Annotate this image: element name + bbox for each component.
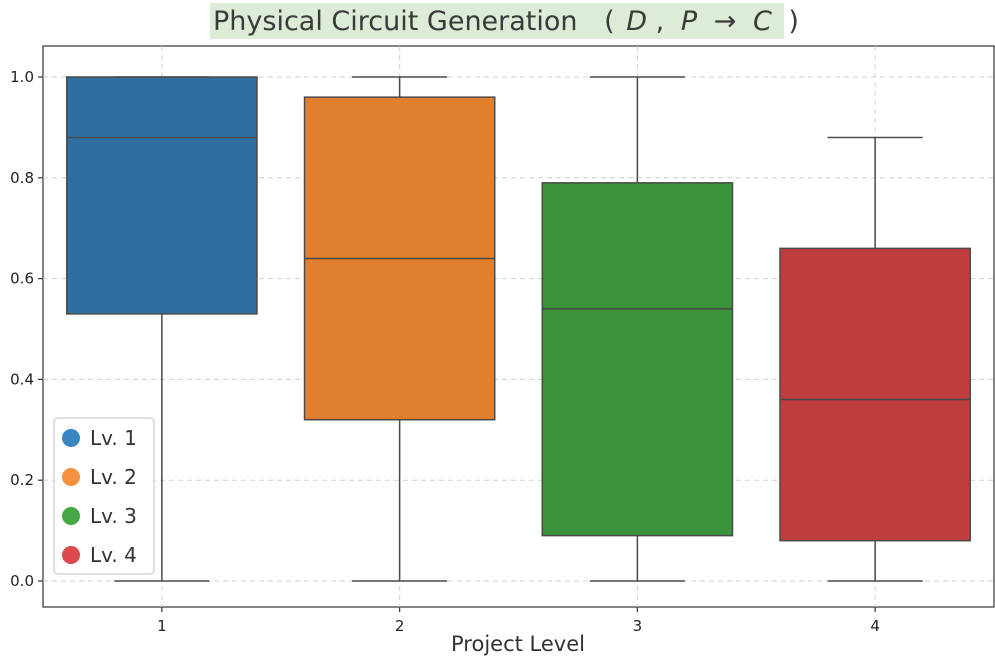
box-group-1: [66, 76, 258, 582]
box-iqr: [66, 76, 258, 315]
title-arrow: →: [714, 6, 737, 37]
x-axis-label: Project Level: [451, 632, 585, 656]
legend-label: Lv. 2: [90, 465, 137, 489]
y-tick-label: 0.0: [10, 572, 34, 590]
title-var-p: P: [681, 6, 698, 37]
box-group-3: [541, 76, 734, 582]
legend-marker: [62, 429, 80, 447]
x-tick-label: 3: [633, 617, 643, 635]
legend-label: Lv. 3: [90, 504, 137, 528]
title-var-d: D: [626, 6, 647, 37]
y-axis: 0.0 0.2 0.4 0.6 0.8 1.0: [10, 68, 43, 590]
chart-title: Physical Circuit Generation ( D , P → C …: [213, 6, 799, 37]
legend-marker: [62, 546, 80, 564]
title-close-paren: ): [788, 6, 799, 37]
y-tick-label: 1.0: [10, 68, 34, 86]
legend-frame: [53, 417, 155, 575]
title-main: Physical Circuit Generation: [213, 6, 578, 37]
box-iqr: [779, 247, 971, 542]
box-group-4: [779, 136, 971, 582]
box-group-2: [303, 76, 496, 582]
legend: Lv. 1 Lv. 2 Lv. 3 Lv. 4: [53, 417, 155, 575]
legend-label: Lv. 4: [90, 543, 137, 567]
legend-marker: [62, 507, 80, 525]
legend-marker: [62, 468, 80, 486]
title-var-c: C: [753, 6, 772, 37]
x-tick-label: 4: [870, 617, 880, 635]
x-axis: 1 2 3 4: [157, 607, 880, 635]
y-tick-label: 0.4: [10, 370, 34, 388]
y-tick-label: 0.6: [10, 270, 34, 288]
box-iqr: [541, 182, 734, 537]
x-tick-label: 2: [395, 617, 405, 635]
title-open-paren: (: [604, 6, 615, 37]
x-tick-label: 1: [157, 617, 167, 635]
y-tick-label: 0.2: [10, 471, 34, 489]
legend-label: Lv. 1: [90, 426, 137, 450]
box-series: [66, 76, 971, 582]
y-tick-label: 0.8: [10, 169, 34, 187]
title-comma: ,: [656, 6, 665, 37]
title-highlight: [210, 3, 784, 39]
